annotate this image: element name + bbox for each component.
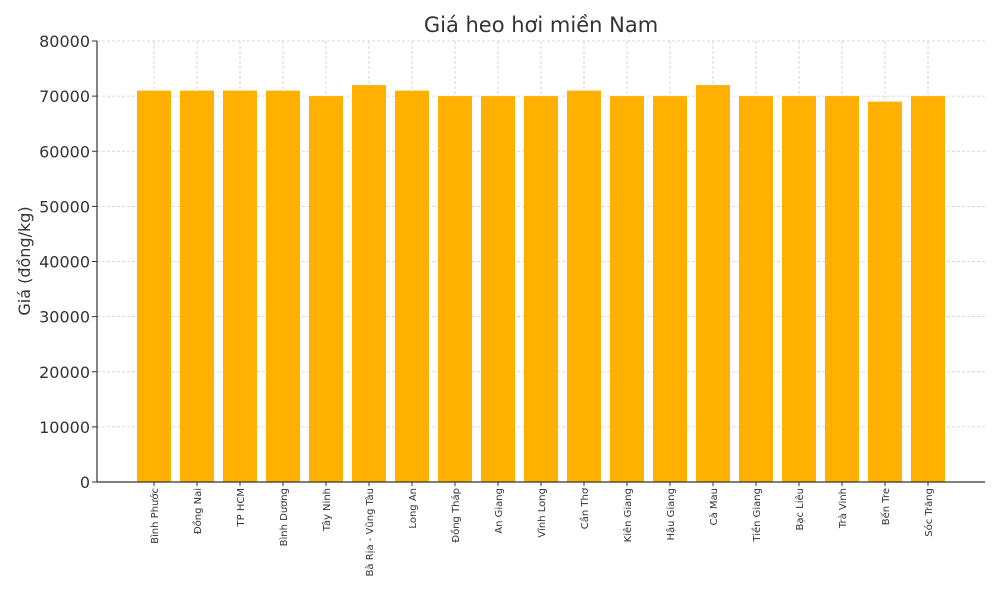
chart-title: Giá heo hơi miền Nam [424, 13, 658, 37]
x-tick-label: Vĩnh Long [537, 488, 548, 538]
x-tick-label: Hậu Giang [665, 488, 677, 541]
x-tick-label: Bình Phước [149, 488, 161, 544]
x-tick-label: TP HCM [236, 488, 247, 527]
y-tick-label: 40000 [39, 253, 90, 272]
bar [696, 85, 730, 482]
y-tick-label: 60000 [39, 142, 90, 161]
bar [524, 96, 558, 482]
x-tick-label: Cà Mau [708, 488, 720, 525]
y-tick-label: 80000 [39, 32, 90, 51]
bar [911, 96, 945, 482]
axes [92, 40, 985, 486]
x-tick-label: Trà Vinh [837, 488, 849, 529]
bar [438, 96, 472, 482]
y-tick-label: 10000 [39, 418, 90, 437]
y-tick-label: 30000 [39, 308, 90, 327]
bar [137, 90, 171, 483]
x-tick-label: Bạc Liêu [794, 488, 806, 531]
x-tick-label: Bà Rịa - Vũng Tàu [364, 488, 376, 576]
x-tick-label: Long An [408, 488, 419, 529]
bar [782, 96, 816, 482]
x-tick-label: Đồng Nai [192, 488, 204, 534]
bar [653, 96, 687, 482]
bar [481, 96, 515, 482]
bar [309, 96, 343, 482]
y-axis-label: Giá (đồng/kg) [15, 206, 34, 315]
y-tick-label: 0 [80, 473, 90, 492]
x-tick-label: An Giang [494, 488, 505, 534]
x-tick-label: Bình Dương [278, 488, 290, 546]
x-tick-label: Đồng Tháp [450, 488, 462, 543]
x-tick-label: Cần Thơ [579, 487, 591, 529]
x-tick-labels: Bình Phước Đồng Nai TP HCM Bình Dương Tây Ni… [149, 487, 935, 576]
bar [223, 90, 257, 483]
bars [137, 85, 945, 483]
bar [739, 96, 773, 482]
y-tick-label: 20000 [39, 363, 90, 382]
bar [567, 90, 601, 483]
bar [610, 96, 644, 482]
bar [352, 85, 386, 482]
bar [266, 90, 300, 483]
bar [868, 101, 902, 482]
x-tick-label: Tiền Giang [751, 488, 763, 543]
bar [180, 90, 214, 483]
y-tick-label: 50000 [39, 197, 90, 216]
x-tick-label: Sóc Trăng [923, 488, 935, 537]
x-tick-label: Tây Ninh [321, 488, 333, 532]
x-tick-label: Bến Tre [880, 488, 892, 525]
bar [395, 90, 429, 483]
bar [825, 96, 859, 482]
x-tick-label: Kiên Giang [622, 488, 634, 542]
y-tick-label: 70000 [39, 87, 90, 106]
y-tick-labels: 0 10000 20000 30000 40000 50000 60000 70000 8000… [39, 32, 90, 492]
